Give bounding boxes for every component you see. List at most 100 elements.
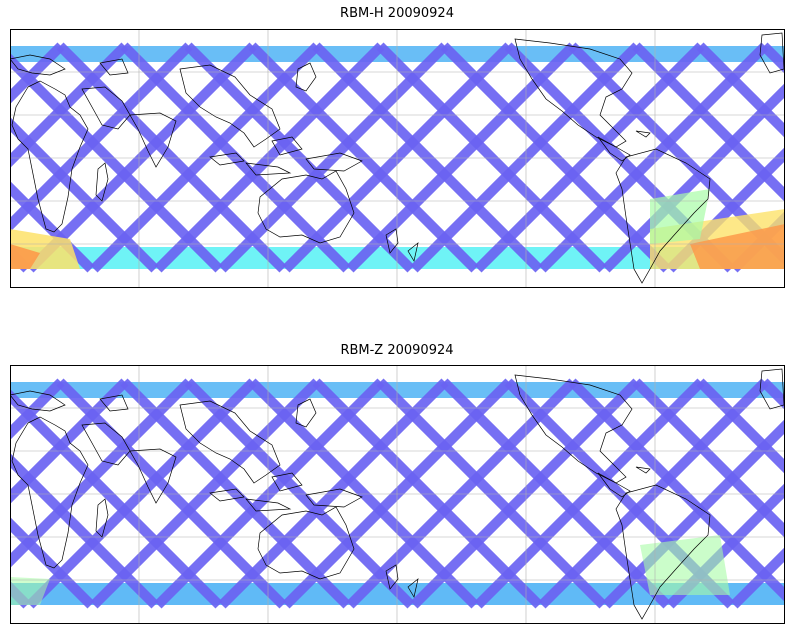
- coastline: [597, 472, 631, 498]
- swath-descending: [376, 42, 607, 273]
- swath-ascending: [154, 42, 385, 273]
- coastline: [95, 498, 109, 538]
- coastlines: [10, 32, 785, 284]
- swath-ascending: [26, 42, 257, 273]
- coastline: [271, 472, 303, 492]
- coastline: [305, 488, 363, 508]
- swath-ascending: [538, 42, 769, 273]
- coastline: [385, 228, 399, 254]
- map-panel-rbm-z: [10, 365, 785, 624]
- swath-ascending: [730, 546, 785, 609]
- swath-descending: [696, 42, 785, 139]
- coastline: [11, 416, 89, 569]
- swath-descending: [184, 42, 415, 273]
- coastline: [407, 242, 419, 262]
- coastline: [305, 152, 363, 172]
- coastline: [10, 390, 66, 412]
- swath-ascending: [346, 378, 577, 609]
- coastline: [245, 498, 292, 512]
- coastline: [295, 398, 317, 428]
- swath-ascending: [154, 378, 385, 609]
- swath-descending: [440, 378, 671, 609]
- anomaly-region-green: [650, 189, 710, 244]
- swath-ascending: [410, 42, 641, 273]
- swath-descending: [312, 378, 543, 609]
- swath-ascending: [282, 378, 513, 609]
- swath-descending: [120, 42, 351, 273]
- coastline: [81, 422, 131, 466]
- swath-ascending: [10, 42, 65, 105]
- swath-ascending: [218, 378, 449, 609]
- swath-descending: [568, 378, 785, 603]
- swath-ascending: [10, 378, 65, 441]
- swath-layer: [10, 378, 785, 609]
- anomaly-region-east-core: [690, 224, 785, 269]
- swath-descending: [632, 378, 785, 539]
- coastline: [99, 394, 129, 412]
- coastline: [95, 162, 109, 202]
- swath-descending: [56, 42, 287, 273]
- coastline: [385, 564, 399, 590]
- swath-ascending: [538, 378, 769, 609]
- swath-descending: [376, 378, 607, 609]
- coastline: [209, 152, 245, 166]
- coastline: [245, 162, 292, 176]
- swath-ascending: [602, 418, 785, 609]
- coastline: [99, 58, 129, 76]
- coastline: [407, 578, 419, 598]
- swath-ascending: [218, 42, 449, 273]
- coastlines: [10, 368, 785, 620]
- coastline: [514, 374, 633, 484]
- swath-ascending: [90, 42, 321, 273]
- panel-title-rbm-z: RBM-Z 20090924: [340, 343, 454, 358]
- swath-ascending: [10, 42, 193, 233]
- coastline: [615, 484, 711, 620]
- swath-ascending: [282, 42, 513, 273]
- panel-title-rbm-h: RBM-H 20090924: [340, 6, 454, 21]
- coastline: [635, 466, 651, 474]
- anomaly-region-west-core: [10, 244, 40, 269]
- swath-descending: [10, 452, 159, 609]
- swath-descending: [696, 378, 785, 475]
- coastline: [179, 400, 281, 484]
- swath-ascending: [10, 42, 129, 169]
- coastline: [81, 86, 131, 130]
- swath-descending: [312, 42, 543, 273]
- swath-descending: [632, 42, 785, 203]
- swath-ascending: [10, 378, 129, 505]
- swath-ascending: [474, 42, 705, 273]
- coastline: [597, 136, 631, 162]
- swath-descending: [120, 378, 351, 609]
- coastline: [615, 148, 711, 284]
- coastline: [257, 506, 355, 580]
- swath-ascending: [90, 378, 321, 609]
- swath-layer: [10, 42, 785, 273]
- swath-descending: [440, 42, 671, 273]
- swath-ascending: [474, 378, 705, 609]
- map-frame: [10, 365, 785, 624]
- coastline: [295, 62, 317, 92]
- coastline: [759, 368, 785, 410]
- coastline: [271, 136, 303, 156]
- coastline: [11, 80, 89, 233]
- swath-descending: [10, 52, 223, 273]
- coastline: [129, 448, 177, 504]
- gridlines: [10, 365, 785, 624]
- anomaly-region-west: [10, 577, 50, 605]
- map-frame: [10, 29, 785, 288]
- coastline: [179, 64, 281, 148]
- coastline: [209, 488, 245, 502]
- swath-descending: [56, 378, 287, 609]
- coastline: [759, 32, 785, 74]
- coastline: [257, 170, 355, 244]
- swath-descending: [248, 42, 479, 273]
- swath-ascending: [10, 378, 193, 569]
- coastline: [129, 112, 177, 168]
- swath-descending: [10, 388, 223, 609]
- swath-ascending: [602, 82, 785, 273]
- coastline: [10, 54, 66, 76]
- coastline: [514, 38, 633, 148]
- map-panel-rbm-h: [10, 29, 785, 288]
- coastline: [635, 130, 651, 138]
- swath-ascending: [410, 378, 641, 609]
